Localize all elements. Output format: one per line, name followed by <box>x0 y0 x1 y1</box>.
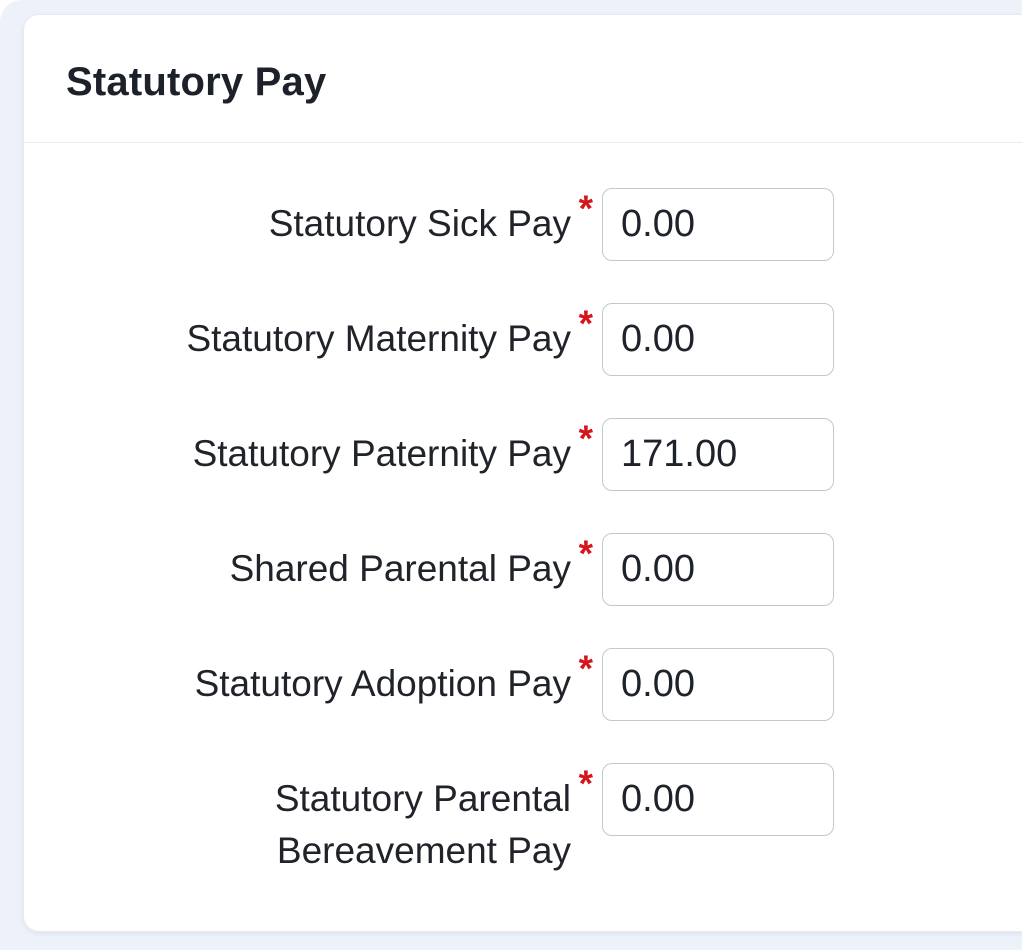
field-label: Statutory Parental Bereavement Pay * <box>66 763 593 877</box>
field-label-text: Statutory Maternity Pay <box>186 318 571 359</box>
statutory-sick-pay-input[interactable] <box>602 188 834 261</box>
required-asterisk: * <box>578 648 593 689</box>
statutory-maternity-pay-input[interactable] <box>602 303 834 376</box>
form-field-row: Statutory Paternity Pay * <box>66 418 999 491</box>
form-field-row: Statutory Maternity Pay * <box>66 303 999 376</box>
statutory-pay-card: Statutory Pay Statutory Sick Pay * Statu… <box>23 14 1022 932</box>
field-label: Statutory Adoption Pay * <box>66 648 593 710</box>
field-label: Statutory Paternity Pay * <box>66 418 593 480</box>
field-label-text: Statutory Parental Bereavement Pay <box>274 778 571 871</box>
statutory-pay-form: Statutory Sick Pay * Statutory Maternity… <box>24 143 1022 931</box>
statutory-adoption-pay-input[interactable] <box>602 648 834 721</box>
form-field-row: Statutory Sick Pay * <box>66 188 999 261</box>
field-label: Statutory Sick Pay * <box>66 188 593 250</box>
required-asterisk: * <box>578 418 593 459</box>
field-label-text: Shared Parental Pay <box>229 548 571 589</box>
form-field-row: Statutory Adoption Pay * <box>66 648 999 721</box>
field-label: Shared Parental Pay * <box>66 533 593 595</box>
required-asterisk: * <box>578 763 593 804</box>
field-label-text: Statutory Adoption Pay <box>194 663 571 704</box>
page-title: Statutory Pay <box>66 60 327 104</box>
required-asterisk: * <box>578 533 593 574</box>
statutory-parental-bereavement-pay-input[interactable] <box>602 763 834 836</box>
statutory-paternity-pay-input[interactable] <box>602 418 834 491</box>
field-label: Statutory Maternity Pay * <box>66 303 593 365</box>
required-asterisk: * <box>578 303 593 344</box>
field-label-text: Statutory Sick Pay <box>268 203 571 244</box>
card-header: Statutory Pay <box>24 15 1022 143</box>
required-asterisk: * <box>578 188 593 229</box>
form-field-row: Shared Parental Pay * <box>66 533 999 606</box>
shared-parental-pay-input[interactable] <box>602 533 834 606</box>
field-label-text: Statutory Paternity Pay <box>192 433 571 474</box>
form-field-row: Statutory Parental Bereavement Pay * <box>66 763 999 877</box>
